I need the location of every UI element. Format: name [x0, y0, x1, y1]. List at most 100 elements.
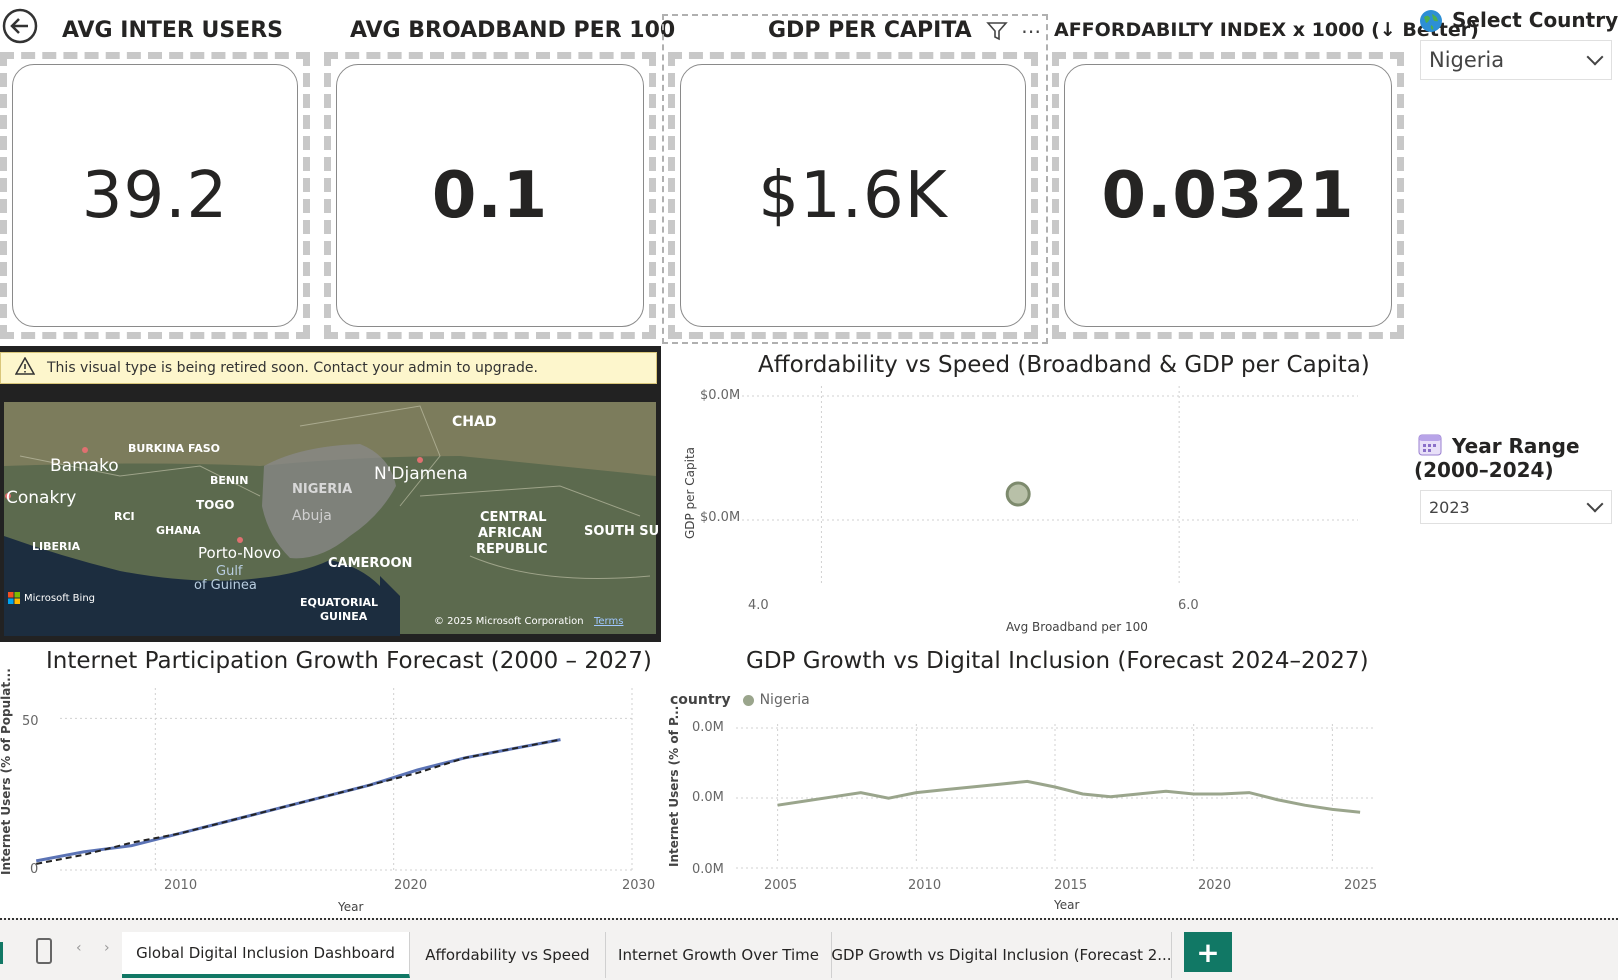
kpi-title-internet-users: AVG INTER USERS	[62, 18, 284, 43]
scatter-y-tick: $0.0M	[700, 388, 741, 403]
tab-affordability-vs-speed[interactable]: Affordability vs Speed	[410, 932, 606, 978]
map-label: Conakry	[6, 488, 77, 508]
year-dropdown[interactable]: 2023	[1420, 490, 1612, 524]
map-terms-link[interactable]: Terms	[594, 616, 624, 627]
map-label: CAMEROON	[328, 556, 413, 571]
growth-plot	[35, 688, 633, 871]
gdp-line-chart[interactable]: 0.0M 0.0M 0.0M 2005 2010 2015 2020 2025 …	[667, 706, 1408, 918]
tab-gdp-growth-vs-digital-inclusion[interactable]: GDP Growth vs Digital Inclusion (Forecas…	[831, 932, 1172, 978]
map-label: NIGERIA	[292, 482, 353, 497]
gdp-legend-item: Nigeria	[759, 692, 810, 708]
tab-internet-growth-over-time[interactable]: Internet Growth Over Time	[606, 932, 832, 978]
gdp-y-tick: 0.0M	[692, 720, 724, 735]
map-label: RCI	[114, 510, 135, 523]
kpi-value-gdp: $1.6K	[758, 158, 948, 233]
gdp-y-label: Internet Users (% of P...	[667, 705, 681, 867]
country-dropdown-value: Nigeria	[1429, 48, 1505, 72]
growth-series-line	[36, 738, 561, 865]
bing-attribution: Microsoft Bing	[8, 592, 95, 604]
map-label: Porto-Novo	[198, 544, 282, 562]
prev-page-icon[interactable]: ‹	[76, 940, 82, 956]
kpi-title-gdp: GDP PER CAPITA	[768, 18, 972, 43]
gdp-x-tick: 2020	[1198, 878, 1232, 893]
page-tab-bar: ‹ › Global Digital Inclusion Dashboard A…	[0, 918, 1618, 980]
legend-marker-icon	[742, 694, 754, 706]
kpi-value-affordability: 0.0321	[1101, 158, 1355, 233]
map-label: Abuja	[292, 508, 332, 524]
map-label: LIBERIA	[32, 540, 81, 553]
gdp-y-tick: 0.0M	[692, 862, 724, 877]
gdp-legend[interactable]: country Nigeria	[670, 692, 810, 708]
kpi-value-broadband: 0.1	[431, 158, 549, 233]
scatter-x-label: Avg Broadband per 100	[1006, 620, 1148, 634]
year-slicer-title-line1: Year Range	[1452, 434, 1580, 458]
growth-x-label: Year	[338, 900, 364, 914]
map-label: BURKINA FASO	[128, 442, 220, 455]
map-label: REPUBLIC	[476, 542, 548, 557]
gdp-x-tick: 2005	[764, 878, 798, 893]
microsoft-logo-icon	[8, 592, 20, 604]
scatter-chart[interactable]: $0.0M $0.0M 4.0 6.0 Avg Broadband per 10…	[672, 386, 1402, 640]
filter-icon[interactable]	[986, 20, 1008, 42]
gdp-x-label: Year	[1054, 898, 1080, 912]
scatter-x-tick: 6.0	[1178, 598, 1199, 613]
mobile-layout-icon[interactable]	[36, 938, 52, 964]
map-label: of Guinea	[194, 578, 257, 593]
map-visual[interactable]: CHAD BURKINA FASO Bamako NIGERIA N'Djame…	[0, 346, 661, 642]
kpi-card-internet-users[interactable]: 39.2	[0, 52, 310, 339]
gdp-chart-title: GDP Growth vs Digital Inclusion (Forecas…	[746, 648, 1369, 674]
scatter-plot	[732, 386, 1358, 586]
country-slicer-title: Select Country	[1452, 8, 1618, 32]
kpi-card-affordability[interactable]: 0.0321	[1052, 52, 1404, 339]
gdp-x-tick: 2025	[1344, 878, 1378, 893]
map-label: BENIN	[210, 474, 249, 487]
map-label: CHAD	[452, 414, 497, 430]
scatter-y-label: GDP per Capita	[683, 446, 697, 540]
scatter-x-tick: 4.0	[748, 598, 769, 613]
warning-icon	[14, 356, 36, 379]
tab-bar-edge	[0, 942, 3, 964]
gdp-legend-title: country	[670, 692, 731, 708]
gdp-plot	[736, 724, 1374, 869]
map-background	[0, 346, 661, 642]
kpi-title-affordability: AFFORDABILTY INDEX x 1000 (↓ Better)	[1054, 19, 1479, 41]
scatter-y-tick: $0.0M	[700, 510, 741, 525]
growth-y-label: Internet Users (% of Populat...	[0, 668, 13, 875]
map-label: CENTRAL	[480, 510, 547, 525]
chevron-down-icon	[1586, 495, 1604, 513]
map-label: Gulf	[216, 564, 243, 579]
year-slicer-title-line2: (2000–2024)	[1414, 458, 1554, 482]
back-button[interactable]	[2, 8, 38, 44]
kpi-value-internet-users: 39.2	[81, 158, 229, 233]
growth-y-tick: 0	[30, 862, 39, 877]
map-label: EQUATORIAL	[300, 596, 379, 609]
map-label: N'Djamena	[374, 464, 468, 484]
warning-text: This visual type is being retired soon. …	[47, 360, 538, 376]
gdp-y-tick: 0.0M	[692, 790, 724, 805]
kpi-card-broadband[interactable]: 0.1	[324, 52, 656, 339]
calendar-icon	[1418, 432, 1442, 456]
map-label: SOUTH SU	[584, 524, 660, 539]
growth-x-tick: 2010	[164, 878, 198, 893]
more-options-icon[interactable]: ⋯	[1021, 19, 1041, 43]
country-dropdown[interactable]: Nigeria	[1420, 40, 1612, 80]
growth-line-chart[interactable]: 50 0 2010 2020 2030 Year Internet Users …	[0, 668, 660, 916]
map-label: Bamako	[50, 456, 119, 476]
map-label: GUINEA	[320, 610, 368, 623]
kpi-card-gdp[interactable]: $1.6K	[668, 52, 1038, 339]
globe-icon	[1418, 8, 1444, 34]
next-page-icon[interactable]: ›	[104, 940, 110, 956]
back-arrow-icon	[2, 8, 38, 44]
map-label: AFRICAN	[478, 526, 543, 541]
map-copyright: © 2025 Microsoft Corporation	[434, 616, 584, 627]
year-dropdown-value: 2023	[1429, 497, 1470, 517]
gdp-x-tick: 2015	[1054, 878, 1088, 893]
tab-global-digital-inclusion-dashboard[interactable]: Global Digital Inclusion Dashboard	[122, 932, 410, 978]
add-page-button[interactable]: +	[1184, 932, 1232, 972]
kpi-selection-outline	[662, 14, 1048, 344]
map-label: GHANA	[156, 524, 201, 537]
growth-x-tick: 2020	[394, 878, 428, 893]
growth-chart-title: Internet Participation Growth Forecast (…	[46, 648, 652, 674]
retirement-warning-banner: This visual type is being retired soon. …	[0, 352, 657, 384]
chevron-down-icon	[1586, 48, 1604, 66]
